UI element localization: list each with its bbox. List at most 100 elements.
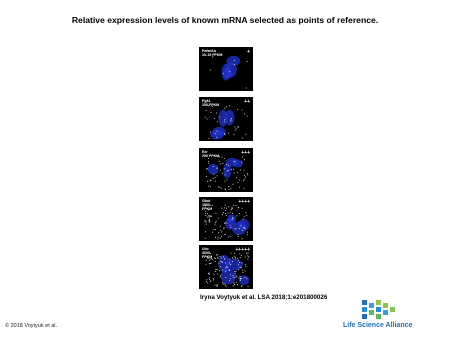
signal-dot [225, 277, 227, 279]
signal-dot [205, 205, 207, 207]
signal-dot [219, 237, 221, 239]
signal-dot [246, 214, 248, 216]
signal-dot [223, 168, 225, 170]
signal-dot [219, 187, 221, 189]
signal-dot [237, 235, 239, 237]
signal-dot [214, 176, 216, 178]
signal-dot [204, 116, 206, 118]
signal-dot [211, 258, 213, 260]
panel-label-line: Pafah1b [202, 49, 216, 53]
signal-dot [235, 270, 237, 272]
signal-dot [224, 204, 226, 206]
signal-dot [206, 279, 208, 281]
signal-dot [239, 253, 241, 255]
signal-dot [234, 161, 236, 163]
signal-dot [213, 173, 215, 175]
signal-dot [218, 232, 220, 234]
signal-dot [223, 228, 225, 230]
signal-dot [204, 221, 206, 223]
signal-dot [237, 234, 239, 236]
signal-dot [207, 273, 209, 275]
signal-dot [220, 266, 222, 268]
signal-dot [208, 221, 210, 223]
signal-dot [230, 226, 232, 228]
signal-dot [205, 280, 207, 282]
signal-dot [246, 278, 248, 280]
signal-dot [209, 263, 211, 265]
signal-dot [234, 255, 236, 257]
signal-dot [208, 259, 210, 261]
signal-dot [232, 217, 234, 219]
signal-dot [208, 162, 210, 164]
signal-dot [234, 270, 236, 272]
signal-dot [208, 274, 210, 276]
signal-dot [228, 189, 230, 191]
signal-dot [239, 278, 241, 280]
signal-dot [217, 186, 219, 188]
signal-dot [238, 213, 240, 215]
citation: Iryna Voytyuk et al. LSA 2018;1:e2018000… [200, 294, 328, 301]
signal-dot [212, 165, 214, 167]
signal-dot [214, 223, 216, 225]
signal-dot [239, 261, 241, 263]
signal-dot [231, 261, 233, 263]
signal-dot [241, 161, 243, 163]
signal-dot [246, 60, 248, 62]
signal-dot [205, 175, 207, 177]
signal-dot [208, 219, 210, 221]
signal-dot [209, 186, 211, 188]
signal-dot [210, 280, 212, 282]
signal-dot [228, 164, 230, 166]
signal-dot [241, 109, 243, 111]
signal-dot [216, 167, 218, 169]
signal-dot [206, 216, 208, 218]
nucleus [220, 268, 236, 285]
micrograph: Pafah1b 10-15 FPKM + [199, 47, 253, 91]
signal-dot [217, 257, 219, 259]
micrograph-image [205, 252, 250, 288]
signal-dot [216, 130, 218, 132]
logo-mark [362, 300, 395, 319]
signal-dot [235, 275, 237, 277]
signal-dot [222, 261, 224, 263]
signal-dot [244, 256, 246, 258]
signal-dot [242, 269, 244, 271]
signal-dot [213, 273, 215, 275]
signal-dot [216, 121, 218, 123]
expression-level: +++++ [235, 247, 250, 253]
panel-label: Ubc 3000 FPKM [202, 247, 212, 260]
signal-dot [210, 131, 212, 133]
signal-dot [229, 224, 231, 226]
signal-dot [210, 262, 212, 264]
signal-dot [210, 179, 212, 181]
panel-label-line: 10-15 FPKM [202, 53, 223, 58]
signal-dot [245, 87, 247, 89]
signal-dot [238, 277, 240, 279]
signal-dot [210, 204, 212, 206]
panel-label-line: FPKM [202, 255, 213, 260]
signal-dot [230, 168, 232, 170]
signal-dot [225, 284, 227, 286]
signal-dot [237, 182, 239, 184]
signal-dot [208, 278, 210, 280]
signal-dot [235, 282, 237, 284]
expression-level: + [247, 49, 250, 55]
signal-dot [247, 285, 249, 287]
signal-dot [234, 59, 236, 61]
panel-label-line: Gfod [202, 199, 211, 203]
signal-dot [209, 258, 211, 260]
signal-dot [245, 266, 247, 268]
signal-dot [221, 235, 223, 237]
signal-dot [231, 118, 233, 120]
signal-dot [234, 277, 236, 279]
signal-dot [206, 168, 208, 170]
signal-dot [220, 261, 222, 263]
signal-dot [236, 177, 238, 179]
signal-dot [224, 188, 226, 190]
signal-dot [226, 266, 228, 268]
signal-dot [214, 257, 216, 259]
signal-dot [230, 188, 232, 190]
panel-label: Gfod 1000 FPKM [202, 199, 212, 212]
signal-dot [209, 69, 211, 71]
signal-dot [212, 278, 214, 280]
